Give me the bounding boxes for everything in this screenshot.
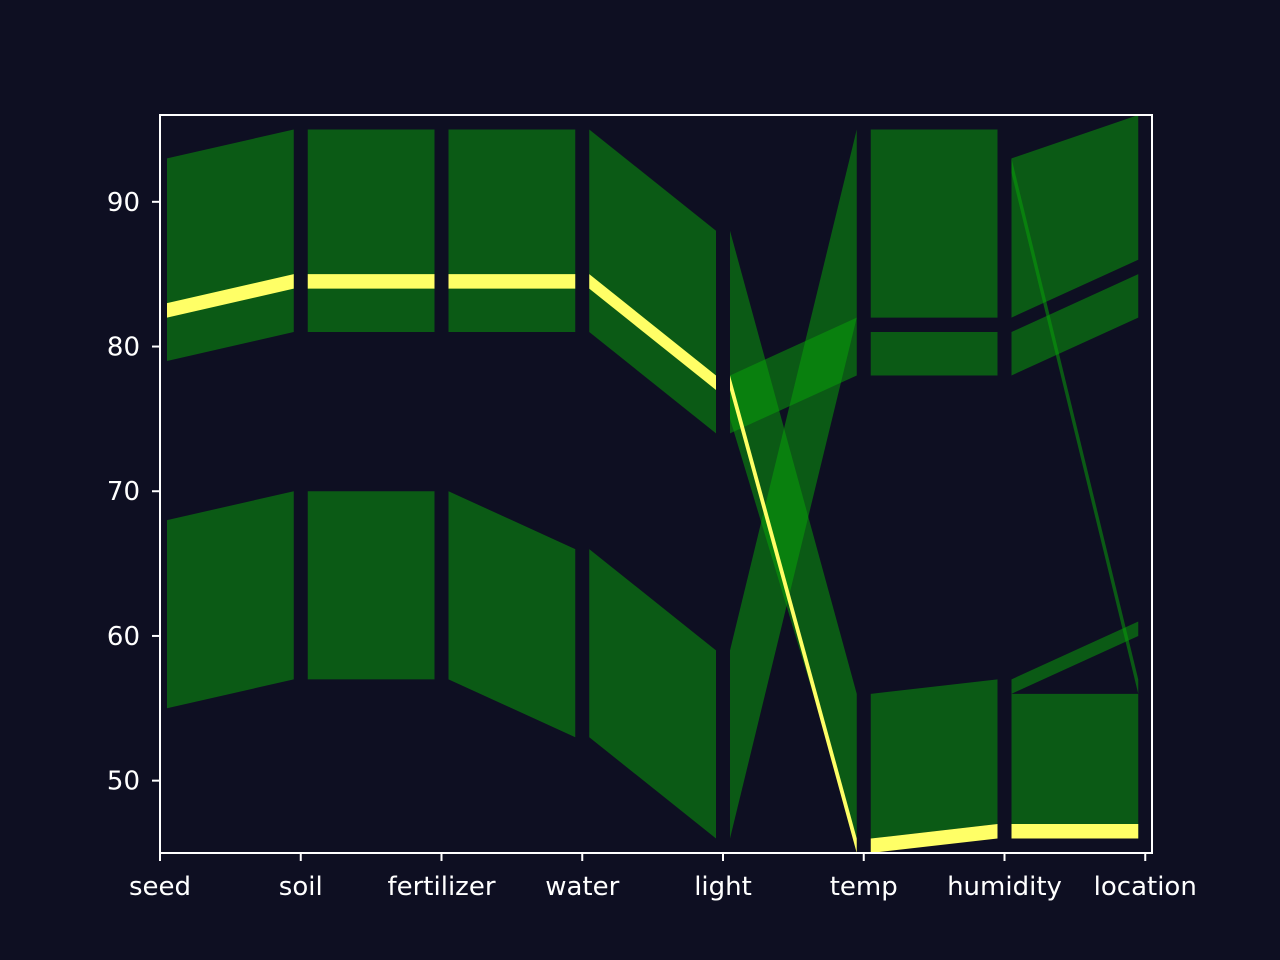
highlight-segment bbox=[448, 274, 576, 289]
flow-band bbox=[1011, 115, 1139, 318]
flow-band bbox=[1011, 274, 1139, 376]
x-tick-label-light: light bbox=[694, 872, 752, 902]
plot-frame bbox=[159, 114, 1153, 854]
y-tick-label: 80 bbox=[107, 333, 140, 363]
axis-gap bbox=[998, 116, 1012, 852]
highlight-segment bbox=[589, 274, 716, 390]
highlight-path bbox=[167, 274, 1139, 853]
axis-gap bbox=[435, 116, 449, 852]
axis-gap bbox=[294, 116, 308, 852]
flow-band bbox=[1011, 158, 1139, 694]
y-axis: 50 60 70 80 90 bbox=[107, 188, 160, 797]
x-tick-label-location: location bbox=[1094, 872, 1197, 902]
flow-band bbox=[1011, 621, 1139, 694]
flow-band bbox=[307, 491, 435, 680]
y-tick-label: 50 bbox=[107, 767, 140, 797]
flow-band bbox=[307, 129, 435, 333]
flow-band bbox=[1011, 693, 1139, 839]
flow-band bbox=[730, 230, 857, 839]
highlight-segment bbox=[730, 375, 857, 853]
y-tick-label: 70 bbox=[107, 477, 140, 507]
x-tick-label-fertilizer: fertilizer bbox=[387, 872, 495, 902]
x-tick-label-seed: seed bbox=[129, 872, 191, 902]
flow-band bbox=[589, 549, 716, 839]
highlight-segment bbox=[1011, 824, 1139, 839]
x-tick-label-water: water bbox=[545, 872, 619, 902]
x-tick-label-soil: soil bbox=[279, 872, 323, 902]
highlight-segment bbox=[167, 274, 294, 318]
x-axis: seed soil fertilizer water light temp humidity… bbox=[129, 853, 1197, 902]
flow-band bbox=[870, 332, 998, 376]
flow-band bbox=[167, 491, 294, 709]
axis-gap bbox=[575, 116, 589, 852]
flow-band bbox=[448, 129, 576, 333]
axis-gap bbox=[716, 116, 730, 852]
y-tick-label: 60 bbox=[107, 622, 140, 652]
flow-band bbox=[870, 129, 998, 318]
flow-band bbox=[448, 491, 576, 738]
highlight-segment bbox=[307, 274, 435, 289]
highlight-segment bbox=[870, 824, 998, 853]
axis-gap bbox=[857, 116, 871, 852]
flow-band bbox=[870, 679, 998, 839]
x-tick-label-temp: temp bbox=[830, 872, 898, 902]
x-tick-label-humidity: humidity bbox=[947, 872, 1062, 902]
flow-bands bbox=[167, 115, 1139, 839]
flow-band bbox=[167, 129, 294, 361]
y-tick-label: 90 bbox=[107, 188, 140, 218]
